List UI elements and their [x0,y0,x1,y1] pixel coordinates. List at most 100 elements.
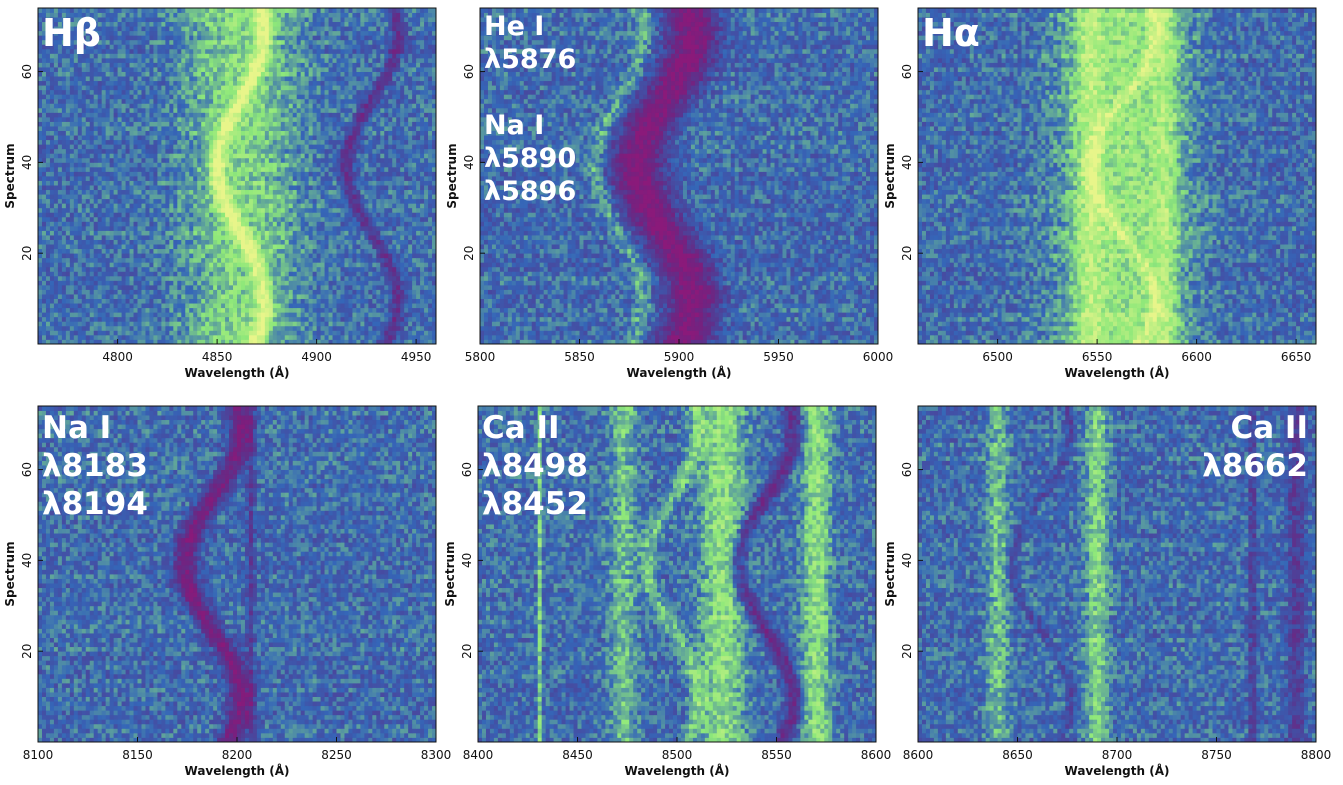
heatmap-cell [66,117,70,122]
heatmap-cell [233,171,237,176]
heatmap-cell [82,135,86,140]
heatmap-cell [309,217,313,222]
heatmap-cell [161,285,165,290]
heatmap-cell [257,208,261,213]
heatmap-cell [74,217,78,222]
heatmap-cell [122,330,126,335]
heatmap-cell [396,140,400,145]
heatmap-cell [293,122,297,127]
heatmap-cell [149,249,153,254]
heatmap-cell [344,258,348,263]
heatmap-cell [94,217,98,222]
heatmap-cell [209,122,213,127]
heatmap-cell [233,262,237,267]
heatmap-cell [277,181,281,186]
heatmap-cell [118,330,122,335]
heatmap-cell [416,208,420,213]
heatmap-cell [317,280,321,285]
heatmap-cell [309,144,313,149]
heatmap-cell [185,280,189,285]
heatmap-cell [337,226,341,231]
heatmap-cell [297,149,301,154]
heatmap-cell [249,253,253,258]
heatmap-cell [309,294,313,299]
heatmap-cell [197,244,201,249]
heatmap-cell [181,253,185,258]
heatmap-cell [225,208,229,213]
heatmap-cell [86,280,90,285]
heatmap-cell [241,303,245,308]
heatmap-cell [273,140,277,145]
heatmap-cell [404,276,408,281]
heatmap-cell [181,294,185,299]
heatmap-cell [265,271,269,276]
heatmap-cell [384,181,388,186]
heatmap-cell [396,181,400,186]
heatmap-cell [94,240,98,245]
heatmap-cell [114,181,118,186]
heatmap-cell [329,276,333,281]
heatmap-cell [86,217,90,222]
heatmap-cell [344,131,348,136]
heatmap-cell [368,181,372,186]
heatmap-cell [257,212,261,217]
heatmap-cell [217,290,221,295]
heatmap-cell [297,167,301,172]
heatmap-cell [400,326,404,331]
heatmap-cell [233,149,237,154]
heatmap-cell [169,181,173,186]
heatmap-cell [392,135,396,140]
heatmap-cell [173,226,177,231]
heatmap-cell [356,149,360,154]
heatmap-cell [297,217,301,222]
heatmap-cell [392,126,396,131]
heatmap-cell [42,321,46,326]
heatmap-cell [253,271,257,276]
heatmap-cell [58,230,62,235]
heatmap-cell [233,258,237,263]
heatmap-cell [225,276,229,281]
heatmap-cell [114,271,118,276]
heatmap-cell [325,162,329,167]
heatmap-cell [42,122,46,127]
heatmap-cell [66,230,70,235]
heatmap-cell [98,299,102,304]
heatmap-cell [153,117,157,122]
heatmap-cell [86,208,90,213]
heatmap-cell [189,131,193,136]
heatmap-cell [78,235,82,240]
heatmap-cell [74,181,78,186]
heatmap-cell [217,126,221,131]
heatmap-cell [165,326,169,331]
heatmap-cell [98,258,102,263]
heatmap-cell [82,185,86,190]
heatmap-cell [408,330,412,335]
heatmap-cell [245,162,249,167]
heatmap-cell [149,262,153,267]
heatmap-cell [277,249,281,254]
heatmap-cell [285,330,289,335]
heatmap-cell [74,158,78,163]
heatmap-cell [420,308,424,313]
heatmap-cell [205,208,209,213]
heatmap-cell [281,135,285,140]
heatmap-cell [356,162,360,167]
heatmap-cell [249,221,253,226]
heatmap-cell [344,203,348,208]
heatmap-cell [380,194,384,199]
heatmap-cell [193,167,197,172]
heatmap-cell [392,299,396,304]
heatmap-cell [337,299,341,304]
heatmap-cell [74,144,78,149]
heatmap-cell [368,262,372,267]
heatmap-cell [42,267,46,272]
heatmap-cell [309,271,313,276]
heatmap-cell [110,253,114,258]
heatmap-cell [66,221,70,226]
heatmap-cell [173,299,177,304]
heatmap-cell [58,303,62,308]
heatmap-cell [58,171,62,176]
heatmap-cell [205,312,209,317]
heatmap-cell [348,267,352,272]
heatmap-cell [344,171,348,176]
